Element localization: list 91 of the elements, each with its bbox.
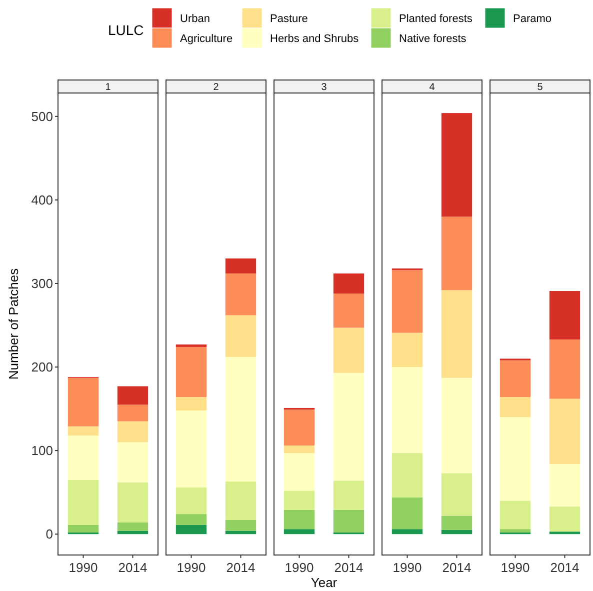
x-tick-label: 2014: [550, 560, 580, 575]
bar: [284, 453, 315, 491]
chart-title: 2: [213, 82, 220, 93]
bar: [68, 524, 99, 532]
bar: [549, 339, 580, 399]
bar: [284, 510, 315, 530]
bar: [441, 516, 472, 530]
bar: [68, 378, 99, 426]
chart-title: 5: [537, 82, 544, 93]
y-tick-label: 500: [31, 108, 53, 124]
y-tick-label: 300: [31, 276, 53, 291]
bar: [500, 529, 531, 532]
bar: [117, 421, 148, 442]
bar: [225, 520, 256, 531]
bar: [176, 346, 207, 398]
x-tick-label: 2014: [442, 560, 472, 575]
bar: [392, 529, 423, 534]
x-tick-label: 2014: [334, 560, 364, 575]
bar: [500, 360, 531, 398]
bar: [549, 532, 580, 534]
bar: [68, 480, 99, 525]
bar: [333, 328, 364, 373]
bar: [392, 497, 423, 530]
bar: [333, 510, 364, 532]
bar: [549, 506, 580, 532]
bar: [549, 398, 580, 464]
bar: [500, 397, 531, 418]
x-tick-label: 2014: [118, 560, 148, 575]
bar: [392, 332, 423, 368]
y-tick-label: 0: [46, 526, 53, 542]
bar: [68, 436, 99, 480]
bar: [392, 270, 423, 333]
bar: [392, 367, 423, 454]
bar: [333, 480, 364, 510]
x-tick-label: 1990: [500, 560, 530, 575]
bar: [441, 216, 472, 290]
bar: [225, 273, 256, 316]
x-tick-label: 1990: [284, 560, 314, 575]
y-tick-label: 400: [31, 192, 53, 208]
bar: [441, 113, 472, 217]
bar: [176, 397, 207, 410]
bar: [500, 500, 531, 530]
bar: [176, 514, 207, 525]
bar: [392, 453, 423, 498]
chart-title: 1: [105, 82, 112, 93]
bar: [284, 410, 315, 446]
bar: [549, 291, 580, 340]
legend-title: LULC: [108, 22, 144, 38]
x-tick-label: 1990: [392, 560, 422, 575]
bar: [176, 344, 207, 347]
bar: [284, 490, 315, 510]
bar: [176, 410, 207, 488]
bar: [176, 524, 207, 534]
bar: [441, 473, 472, 516]
legend-label: Herbs and Shrubs: [270, 33, 360, 45]
x-axis-title: Year: [310, 575, 338, 590]
bar: [117, 386, 148, 405]
legend-label: Pasture: [270, 13, 308, 25]
bar: [441, 530, 472, 534]
bar: [333, 372, 364, 481]
bar: [117, 482, 148, 522]
bar: [549, 464, 580, 507]
bar: [117, 442, 148, 482]
bar: [333, 273, 364, 294]
bar: [500, 417, 531, 501]
x-tick-label: 1990: [68, 560, 98, 575]
bar: [284, 446, 315, 454]
legend-label: Paramo: [513, 13, 552, 25]
chart-title: 3: [321, 82, 328, 93]
bar: [68, 426, 99, 436]
legend-label: Urban: [180, 13, 210, 25]
chart-title: 4: [429, 82, 436, 93]
y-tick-label: 100: [31, 443, 53, 458]
bar: [176, 487, 207, 514]
bar: [117, 522, 148, 531]
bar: [225, 315, 256, 357]
y-tick-label: 200: [31, 360, 53, 375]
x-tick-label: 2014: [226, 560, 256, 575]
bar: [225, 481, 256, 520]
x-tick-label: 1990: [176, 560, 206, 575]
bar: [441, 378, 472, 474]
bar: [117, 404, 148, 422]
bar: [225, 258, 256, 274]
legend-label: Native forests: [399, 33, 467, 45]
bar: [225, 357, 256, 482]
bar: [333, 294, 364, 328]
legend-label: Planted forests: [399, 13, 473, 25]
bar: [441, 290, 472, 378]
legend-label: Agriculture: [180, 33, 233, 45]
y-axis-title: Number of Patches: [6, 268, 21, 380]
bar: [284, 529, 315, 534]
